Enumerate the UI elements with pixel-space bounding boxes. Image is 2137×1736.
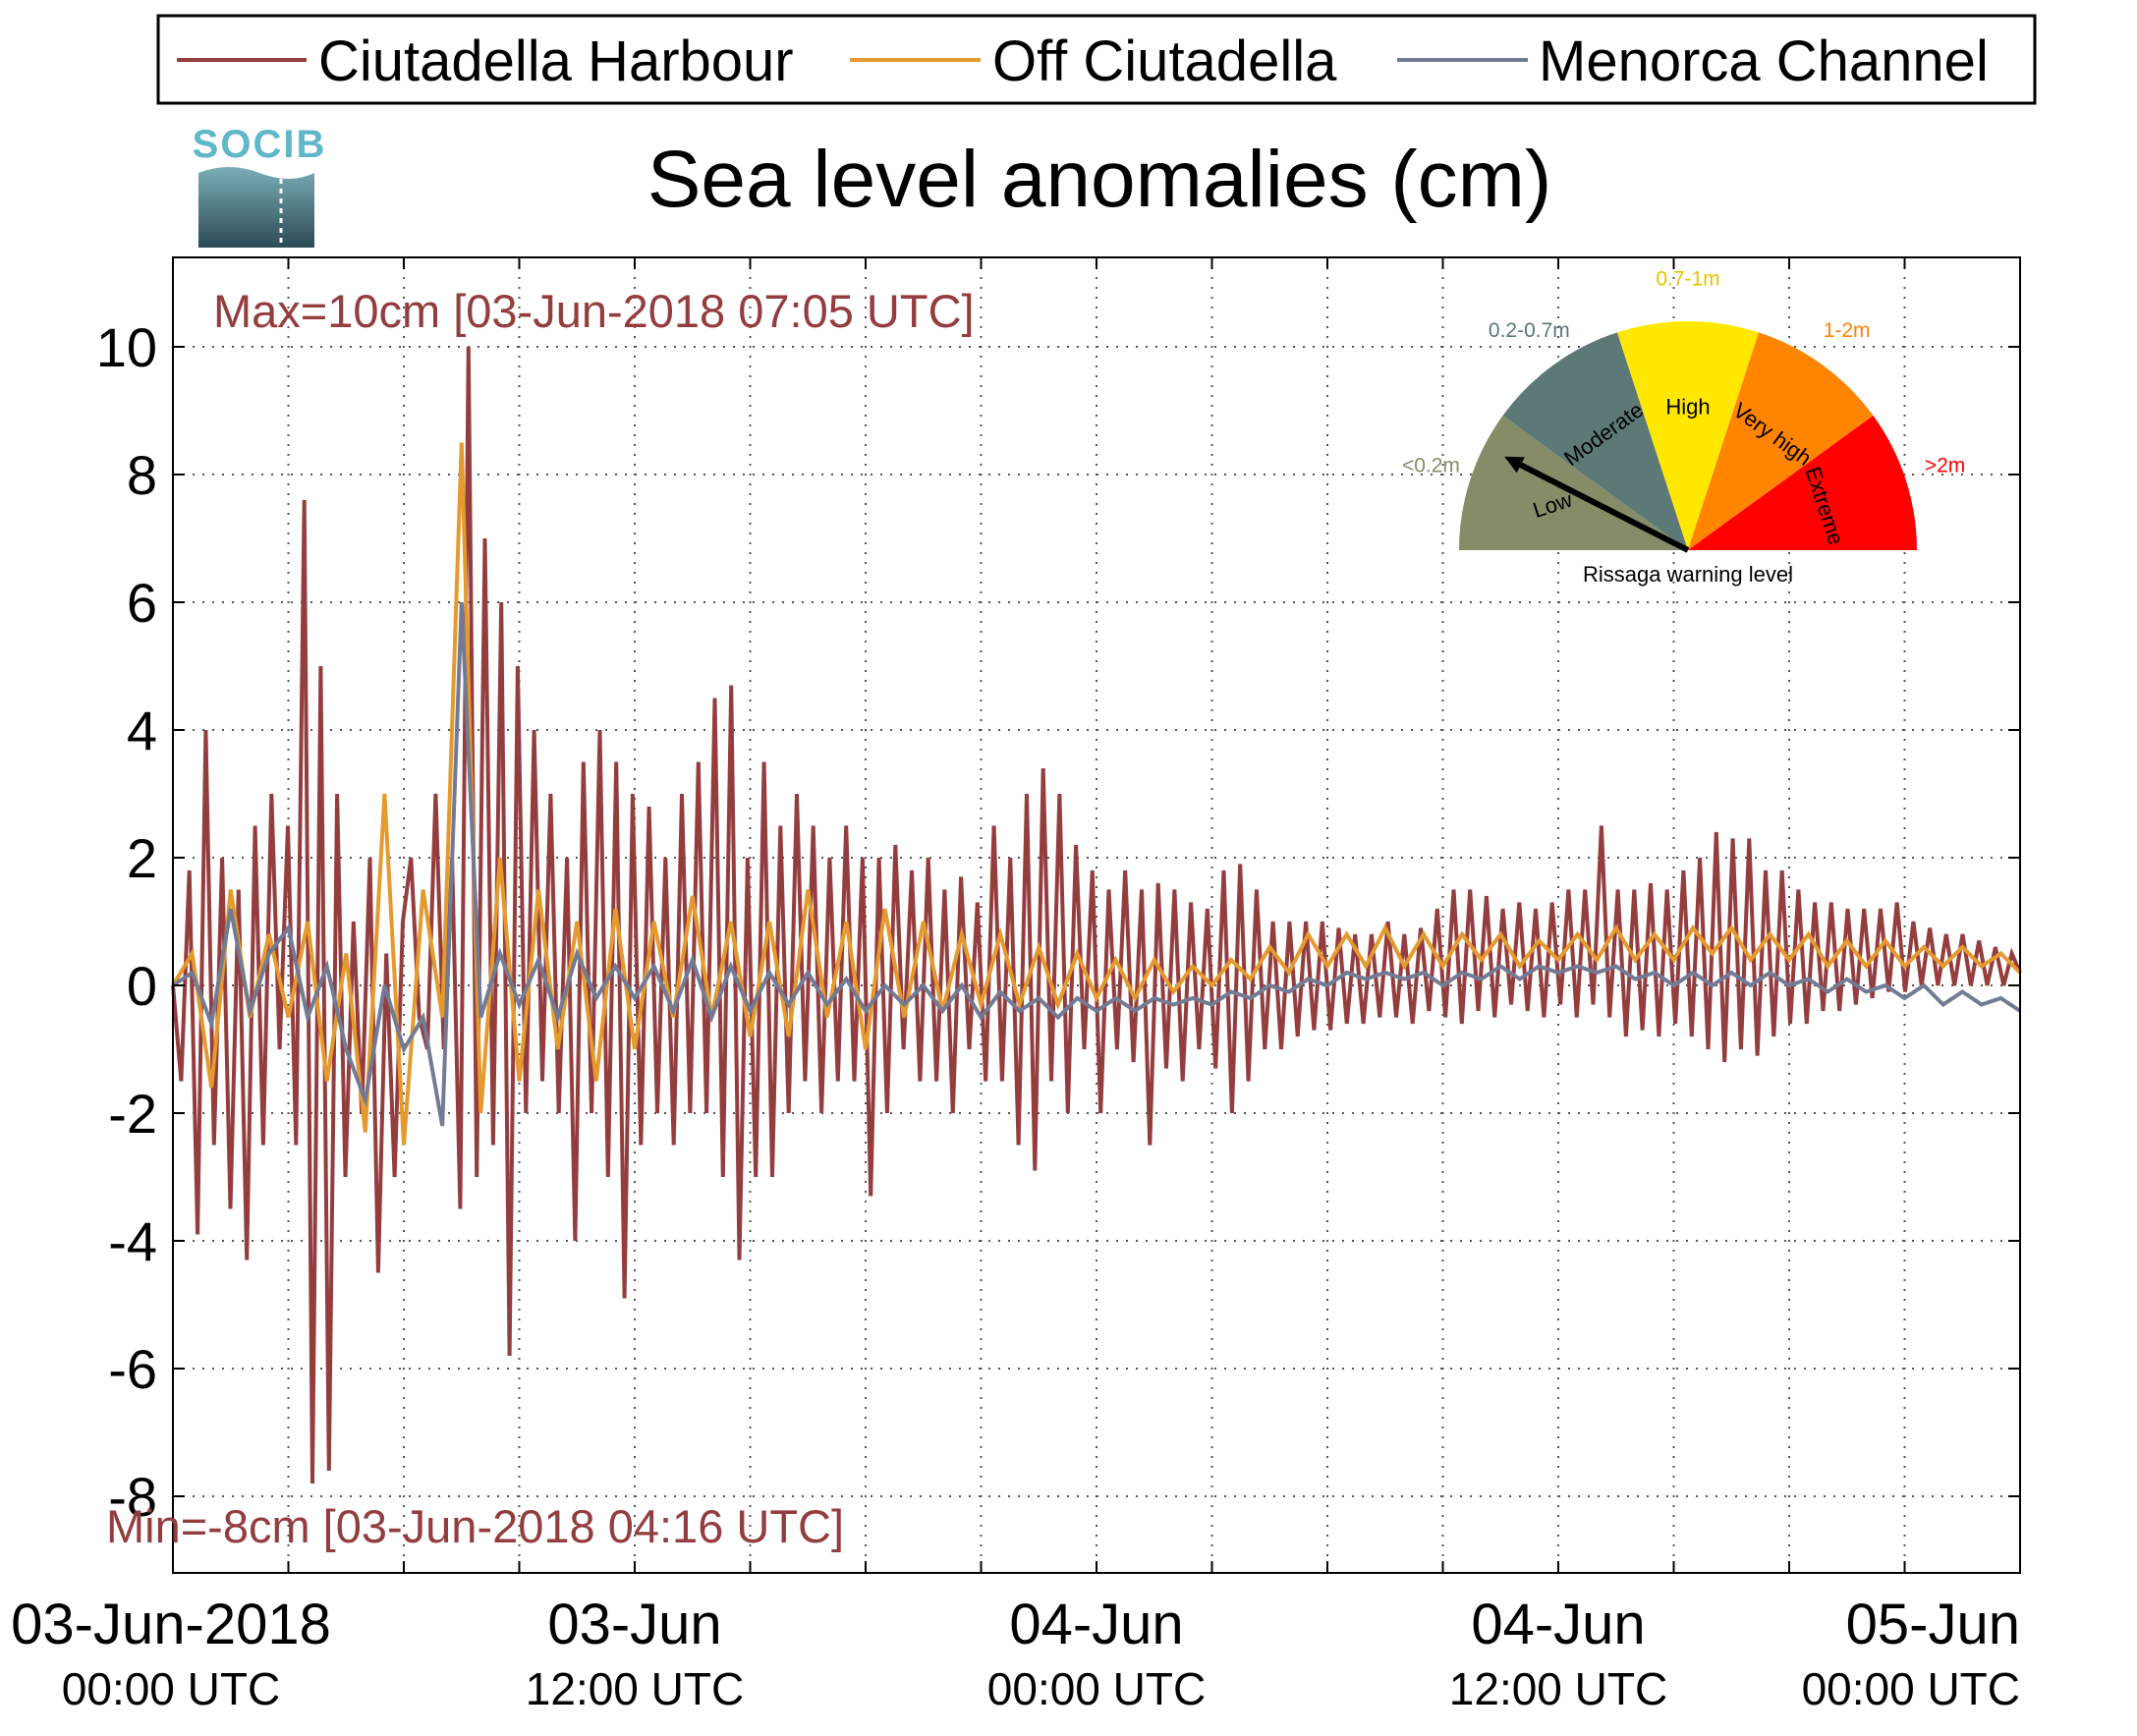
gauge-range-label: 0.2-0.7m bbox=[1489, 319, 1570, 342]
legend-label-menorca-channel: Menorca Channel bbox=[1539, 29, 1989, 93]
y-tick-label: 4 bbox=[127, 700, 157, 761]
gauge-segments bbox=[1459, 321, 1917, 550]
x-tick-label-date: 03-Jun bbox=[547, 1593, 721, 1656]
gauge-segment-low bbox=[1459, 416, 1688, 550]
series-line-off-ciutadella bbox=[171, 442, 2022, 1146]
x-tick-label-time: 12:00 UTC bbox=[526, 1663, 744, 1714]
x-tick-label-date: 05-Jun bbox=[1846, 1593, 2020, 1656]
gauge-range-label: <0.2m bbox=[1402, 455, 1460, 477]
y-tick-label: -2 bbox=[108, 1083, 157, 1145]
y-tick-label: 0 bbox=[127, 955, 157, 1017]
max-annotation: Max=10cm [03-Jun-2018 07:05 UTC] bbox=[213, 285, 975, 337]
x-tick-labels: 03-Jun-2018 00:00 UTC 03-Jun 12:00 UTC 04-Ju… bbox=[11, 1593, 2020, 1714]
x-tick-label-date: 03-Jun-2018 bbox=[11, 1593, 331, 1656]
gauge-needle bbox=[1519, 462, 1690, 553]
y-tick-label: 6 bbox=[127, 572, 157, 634]
x-tick-label-date: 04-Jun bbox=[1471, 1593, 1645, 1656]
gauge-segment-very-high bbox=[1688, 332, 1874, 550]
gauge-segment-label: High bbox=[1665, 394, 1710, 419]
logo-text: SOCIB bbox=[193, 123, 327, 166]
x-tick-label-time: 00:00 UTC bbox=[62, 1663, 280, 1714]
series-layer bbox=[171, 346, 2022, 1484]
y-tick-label: 8 bbox=[127, 444, 157, 506]
gauge-range-label: 0.7-1m bbox=[1656, 268, 1719, 291]
axis-ticks bbox=[172, 257, 2021, 1573]
legend: Ciutadella Harbour Off Ciutadella Menorc… bbox=[156, 14, 2037, 105]
min-annotation: Min=-8cm [03-Jun-2018 04:16 UTC] bbox=[106, 1500, 844, 1552]
y-tick-label: 2 bbox=[127, 827, 157, 889]
x-tick-label-time: 12:00 UTC bbox=[1449, 1663, 1667, 1714]
x-tick-label-date: 04-Jun bbox=[1009, 1593, 1183, 1656]
gauge-segment-extreme bbox=[1688, 416, 1917, 550]
legend-label-off-ciutadella: Off Ciutadella bbox=[992, 29, 1337, 93]
y-tick-label: -4 bbox=[108, 1210, 157, 1272]
gauge-segment-moderate bbox=[1502, 332, 1688, 550]
gauge-segment-high bbox=[1616, 321, 1760, 550]
series-line-ciutadella-harbour bbox=[171, 346, 2022, 1484]
series-line-menorca-channel bbox=[171, 601, 2022, 1127]
socib-logo: SOCIB bbox=[193, 123, 327, 248]
chart-title: Sea level anomalies (cm) bbox=[647, 135, 1552, 224]
legend-box bbox=[156, 14, 2037, 105]
y-tick-labels: -8 -6 -4 -2 0 2 4 6 8 10 bbox=[96, 316, 157, 1528]
gauge-range-label: >2m bbox=[1925, 455, 1965, 477]
y-tick-label: -8 bbox=[108, 1466, 157, 1528]
gauge-needle-head bbox=[1504, 456, 1525, 474]
legend-label-ciutadella-harbour: Ciutadella Harbour bbox=[318, 29, 794, 93]
gauge-range-label: 1-2m bbox=[1824, 319, 1871, 342]
gauge-title: Rissaga warning level bbox=[1583, 562, 1793, 587]
y-tick-label: 10 bbox=[96, 316, 157, 378]
y-tick-label: -6 bbox=[108, 1338, 157, 1400]
logo-wave-icon bbox=[198, 167, 314, 248]
x-tick-label-time: 00:00 UTC bbox=[987, 1663, 1206, 1714]
x-tick-label-time: 00:00 UTC bbox=[1802, 1663, 2020, 1714]
